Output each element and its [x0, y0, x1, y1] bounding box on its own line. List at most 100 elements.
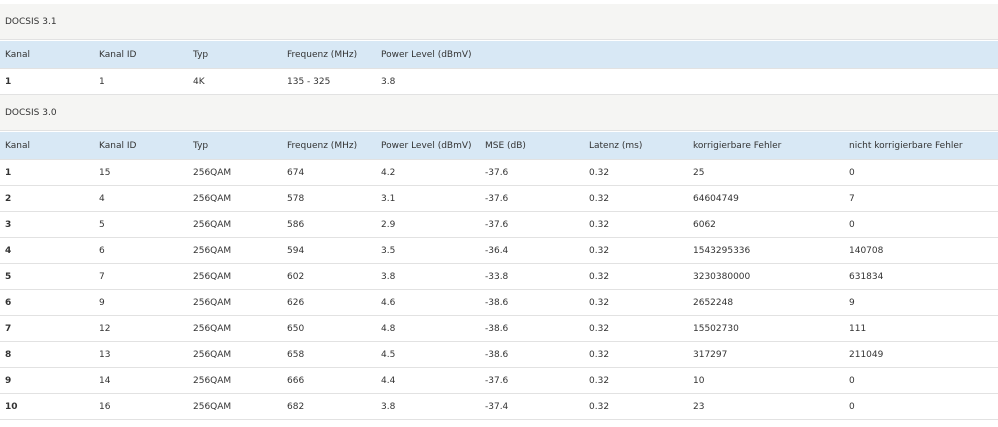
table-cell: 6 [5, 297, 12, 308]
table-cell: 4.6 [381, 297, 396, 308]
table-cell: 602 [287, 271, 305, 282]
table-cell: 631834 [849, 271, 884, 282]
table-cell: 9 [99, 297, 105, 308]
table-cell: 626 [287, 297, 305, 308]
column-header: Kanal ID [99, 140, 137, 151]
column-header: Kanal ID [99, 49, 137, 60]
table-cell: 650 [287, 323, 305, 334]
table-cell: 3230380000 [693, 271, 751, 282]
section-title-row: DOCSIS 3.0 [0, 95, 998, 131]
table-cell: 256QAM [193, 245, 232, 256]
column-header: Kanal [5, 49, 30, 60]
table-cell: -38.6 [485, 297, 509, 308]
data-row: 3 5 256QAM 586 2.9 -37.6 0.32 6062 0 [0, 212, 998, 238]
table-cell: 7 [5, 323, 12, 334]
column-header: Typ [193, 49, 209, 60]
table-cell: 1 [99, 76, 105, 87]
column-header: Frequenz (MHz) [287, 49, 358, 60]
section-title: DOCSIS 3.0 [5, 107, 57, 118]
table-cell: 25 [693, 167, 705, 178]
data-row: 9 14 256QAM 666 4.4 -37.6 0.32 10 0 [0, 368, 998, 394]
column-header: MSE (dB) [485, 140, 526, 151]
table-cell: -38.6 [485, 349, 509, 360]
table-cell: 12 [99, 323, 111, 334]
data-row: 1 1 4K 135 - 325 3.8 [0, 69, 998, 95]
table-cell: 256QAM [193, 323, 232, 334]
table-cell: 4 [5, 245, 12, 256]
table-cell: 16 [99, 401, 111, 412]
data-row: 10 16 256QAM 682 3.8 -37.4 0.32 23 0 [0, 394, 998, 420]
header-row: Kanal Kanal ID Typ Frequenz (MHz) Power Leve… [0, 41, 998, 69]
table-cell: -36.4 [485, 245, 509, 256]
table-cell: 2 [5, 193, 12, 204]
data-row: 1 15 256QAM 674 4.2 -37.6 0.32 25 0 [0, 160, 998, 186]
table-cell: 0.32 [589, 219, 610, 230]
table-cell: 682 [287, 401, 305, 412]
table-cell: 0.32 [589, 323, 610, 334]
column-header: Frequenz (MHz) [287, 140, 358, 151]
table-cell: 3.8 [381, 76, 396, 87]
table-cell: 1 [5, 167, 12, 178]
table-cell: 0.32 [589, 297, 610, 308]
table-cell: 0.32 [589, 245, 610, 256]
table-cell: 256QAM [193, 349, 232, 360]
table-cell: 135 - 325 [287, 76, 331, 87]
table-cell: 3.5 [381, 245, 396, 256]
table-cell: 10 [5, 401, 18, 412]
table-cell: -33.8 [485, 271, 509, 282]
table-cell: 5 [99, 219, 105, 230]
table-cell: 15502730 [693, 323, 739, 334]
data-row: 2 4 256QAM 578 3.1 -37.6 0.32 64604749 7 [0, 186, 998, 212]
table-cell: 0.32 [589, 401, 610, 412]
table-cell: 6 [99, 245, 105, 256]
table-cell: 0.32 [589, 193, 610, 204]
table-cell: 4 [99, 193, 105, 204]
header-row: Kanal Kanal ID Typ Frequenz (MHz) Power Leve… [0, 132, 998, 160]
column-header: Power Level (dBmV) [381, 140, 472, 151]
table-cell: 658 [287, 349, 305, 360]
table-cell: 256QAM [193, 297, 232, 308]
table-cell: 6062 [693, 219, 716, 230]
column-header: Kanal [5, 140, 30, 151]
table-cell: 4.5 [381, 349, 396, 360]
table-cell: 0 [849, 167, 855, 178]
table-cell: 2.9 [381, 219, 396, 230]
table-cell: 0.32 [589, 271, 610, 282]
column-header: nicht korrigierbare Fehler [849, 140, 963, 151]
table-cell: 594 [287, 245, 305, 256]
table-cell: 15 [99, 167, 111, 178]
column-header: Typ [193, 140, 209, 151]
table-cell: 4.2 [381, 167, 396, 178]
table-cell: 0 [849, 219, 855, 230]
table-cell: 0.32 [589, 349, 610, 360]
data-row: 4 6 256QAM 594 3.5 -36.4 0.32 1543295336 140708 [0, 238, 998, 264]
table-cell: 666 [287, 375, 305, 386]
table-cell: 4K [193, 76, 205, 87]
table-cell: -37.6 [485, 193, 509, 204]
table-cell: 14 [99, 375, 111, 386]
table-cell: 0 [849, 375, 855, 386]
table-cell: 256QAM [193, 219, 232, 230]
table-cell: 1 [5, 76, 12, 87]
table-cell: 256QAM [193, 401, 232, 412]
table-cell: 4.8 [381, 323, 396, 334]
table-cell: -37.6 [485, 167, 509, 178]
table-cell: 3.8 [381, 401, 396, 412]
table-cell: 64604749 [693, 193, 739, 204]
table-cell: 140708 [849, 245, 884, 256]
table-cell: 23 [693, 401, 705, 412]
table-cell: 0.32 [589, 167, 610, 178]
data-row: 6 9 256QAM 626 4.6 -38.6 0.32 2652248 9 [0, 290, 998, 316]
section-title: DOCSIS 3.1 [5, 16, 57, 27]
table-cell: 0 [849, 401, 855, 412]
table-cell: 256QAM [193, 193, 232, 204]
table-cell: 211049 [849, 349, 884, 360]
table-cell: 256QAM [193, 271, 232, 282]
table-cell: 2652248 [693, 297, 734, 308]
table-cell: 586 [287, 219, 305, 230]
table-cell: 3.8 [381, 271, 396, 282]
table-cell: 0.32 [589, 375, 610, 386]
table-cell: -37.4 [485, 401, 509, 412]
table-cell: 3.1 [381, 193, 396, 204]
